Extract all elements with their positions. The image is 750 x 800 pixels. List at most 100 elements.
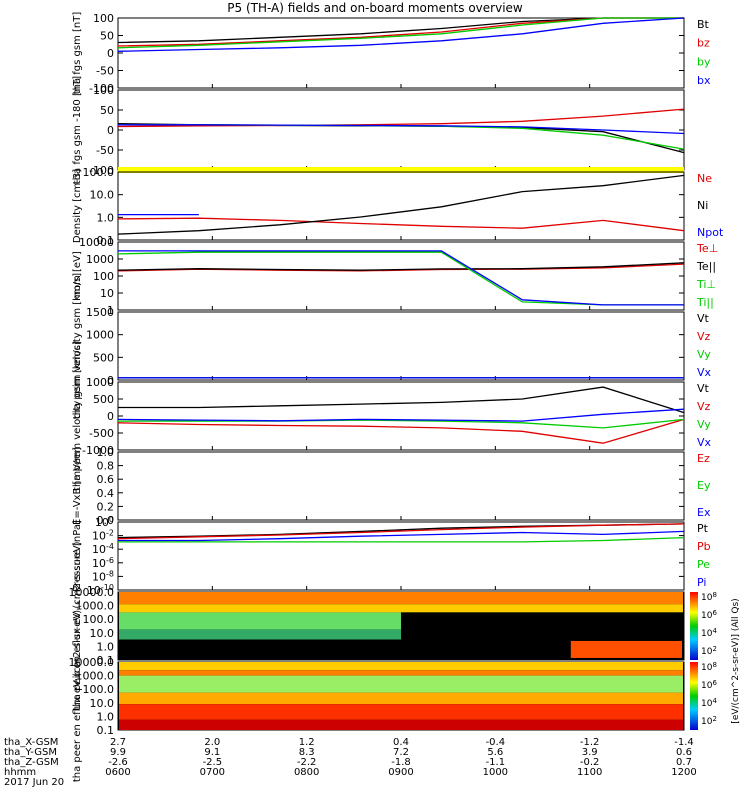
colorbar-label: [eV/(cm^2-s-sr-eV)] (All Qs) [731,598,741,723]
y-tick-label: 10000.0 [69,586,115,599]
series-line-Vy [118,418,685,429]
y-tick-label: 50 [100,104,114,117]
x-axis-value: 0900 [388,767,413,778]
legend-entry: Vy [697,418,711,431]
y-tick-label: 1000.0 [76,670,115,683]
y-tick-label: 1000 [86,376,114,389]
y-tick-label: 500 [93,351,114,364]
spectrogram-band [119,592,683,605]
spectrogram-band [119,704,683,720]
x-axis-value: 7.2 [393,747,409,758]
y-tick-label: 10.0 [90,189,115,202]
x-axis-value: -1.2 [580,737,600,748]
legend-entry: Pe [697,558,710,571]
spectrogram-band [119,675,683,693]
y-tick-label: 0 [107,47,114,60]
x-axis-row-label: tha_X-GSM [4,737,58,748]
x-axis-value: 9.9 [110,747,126,758]
legend-entry: Pi [697,576,706,589]
y-tick-label: 500 [93,393,114,406]
y-tick-label: 100.0 [83,683,115,696]
series-line-Pi [118,530,685,542]
y-axis-label: tha fgs gsm [nT] [72,12,83,95]
y-tick-label: 0 [107,374,114,387]
y-tick-label: 10000 [79,236,114,249]
colorbar-tick: 104 [701,627,717,639]
y-tick-label: 100 [93,270,114,283]
y-tick-label: 1500 [86,306,114,319]
spectrogram-band [119,719,683,730]
y-tick-label: 0.2 [97,500,115,513]
x-axis-value: -0.2 [580,757,600,768]
series-line-Vz [117,418,685,444]
legend-entry: Vy [697,348,711,361]
colorbar-tick: 106 [701,679,717,691]
x-axis-value: 3.9 [582,747,598,758]
y-tick-label: 1.0 [97,446,115,459]
legend-entry: Ti⊥ [696,278,716,291]
spectrogram-band [119,604,683,613]
colorbar-tick: 104 [701,697,717,709]
legend-entry: Vx [697,436,712,449]
y-tick-label: 10-6 [92,556,114,570]
colorbar [690,662,698,730]
x-axis-value: -2.5 [203,757,223,768]
y-tick-label: -100 [89,164,114,177]
x-axis-value: 0.7 [676,757,692,768]
x-axis-value: 5.6 [487,747,503,758]
y-tick-label: -100 [89,82,114,95]
legend-entry: bx [697,74,711,87]
x-axis-value: 2.0 [204,737,220,748]
x-axis-value: -2.6 [108,757,128,768]
legend-entry: Pb [697,540,711,553]
y-tick-label: 10 [100,287,114,300]
panel-frame-4 [117,311,685,381]
y-tick-label: 10-10 [87,583,114,597]
y-tick-label: 0 [107,124,114,137]
y-tick-label: 0.0 [97,514,115,527]
legend-entry: Bt [697,18,710,31]
x-axis-value: 1200 [671,767,696,778]
series-line-red [117,108,685,128]
legend-entry: Ne [697,172,712,185]
x-axis-value: -0.4 [486,737,506,748]
y-tick-label: 10.0 [90,627,115,640]
y-tick-label: 10000.0 [69,656,115,669]
y-tick-label: -50 [96,65,114,78]
x-axis-value: 1000 [483,767,508,778]
y-tick-label: -500 [89,427,114,440]
legend-entry: Vz [697,400,711,413]
legend-entry: Ex [697,506,711,519]
y-tick-label: 0.1 [97,724,115,737]
y-axis-label: Pressure [nPa] [72,520,83,592]
series-line-black [117,123,685,154]
series-line-Vx [117,408,685,422]
series-line-bz [117,17,684,47]
y-axis-label: Density [cm-3] [72,169,83,243]
x-axis-value: -1.4 [674,737,694,748]
colorbar [690,592,698,660]
legend-entry: Ti|| [696,296,714,309]
panel-frame-7 [117,521,685,591]
y-tick-label: 1.0 [97,211,115,224]
x-axis-row-label: tha_Z-GSM [4,757,59,768]
y-tick-label: 50 [100,30,114,43]
x-axis-value: 9.1 [204,747,220,758]
y-tick-label: 1000 [86,329,114,342]
legend-entry: Ez [697,452,710,465]
y-tick-label: 0.1 [97,234,115,247]
y-tick-label: 0.8 [97,460,115,473]
y-axis-label: tha peim velocity gsm [km/s] [72,273,83,420]
y-tick-label: 1 [107,304,114,317]
panel-frame-6 [117,451,685,521]
x-axis-value: -1.1 [486,757,506,768]
x-axis-value: 8.3 [299,747,315,758]
series-line-Te|| [117,262,685,271]
series-line-by [117,17,684,49]
series-line-Ni [117,174,685,235]
y-tick-label: 1.0 [97,640,115,653]
y-tick-label: 0.6 [97,473,115,486]
panel-frame-5 [117,381,685,451]
y-axis-label: tha peer en eflux eV (cm2-s-sr-eV) [72,610,83,782]
y-tick-label: 0.1 [97,654,115,667]
